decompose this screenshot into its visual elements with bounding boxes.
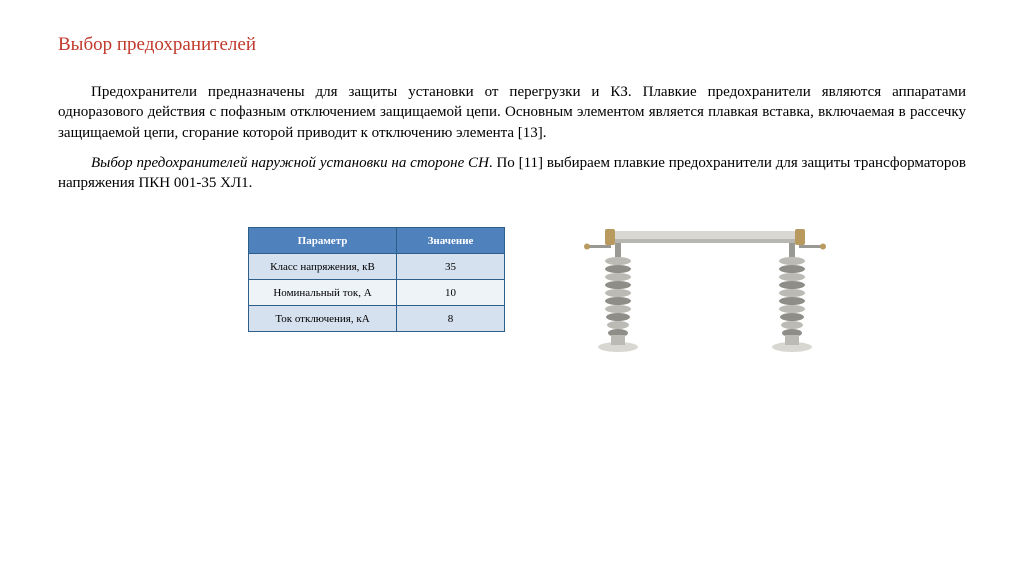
title-text: Выбор предохранителей — [58, 34, 256, 55]
pin-right — [799, 245, 821, 248]
bracket-right — [789, 243, 795, 257]
cell-value: 8 — [397, 306, 505, 332]
tube-shadow — [611, 239, 799, 243]
col-header-value: Значение — [397, 228, 505, 254]
spec-table: Параметр Значение Класс напряжения, кВ 3… — [248, 227, 505, 332]
table-row: Номинальный ток, А 10 — [249, 280, 505, 306]
pin-left-knob — [584, 244, 590, 250]
table-header-row: Параметр Значение — [249, 228, 505, 254]
table-row: Класс напряжения, кВ 35 — [249, 254, 505, 280]
cell-param: Ток отключения, кА — [249, 306, 397, 332]
cell-value: 35 — [397, 254, 505, 280]
table-row: Ток отключения, кА 8 — [249, 306, 505, 332]
cell-param: Номинальный ток, А — [249, 280, 397, 306]
insulator-right — [772, 257, 812, 352]
tube-cap-right — [795, 229, 805, 245]
cell-value: 10 — [397, 280, 505, 306]
paragraph-2-italic: Выбор предохранителей наружной установки… — [91, 155, 489, 171]
pin-right-knob — [820, 244, 826, 250]
fuse-device-illustration — [575, 221, 835, 366]
page-title: Выбор предохранителей — [58, 34, 966, 56]
bracket-left — [615, 243, 621, 257]
pin-left — [589, 245, 611, 248]
col-header-param: Параметр — [249, 228, 397, 254]
tube-cap-left — [605, 229, 615, 245]
cell-param: Класс напряжения, кВ — [249, 254, 397, 280]
insulator-left — [598, 257, 638, 352]
paragraph-2: Выбор предохранителей наружной установки… — [58, 153, 966, 194]
paragraph-1: Предохранители предназначены для защиты … — [58, 82, 966, 143]
